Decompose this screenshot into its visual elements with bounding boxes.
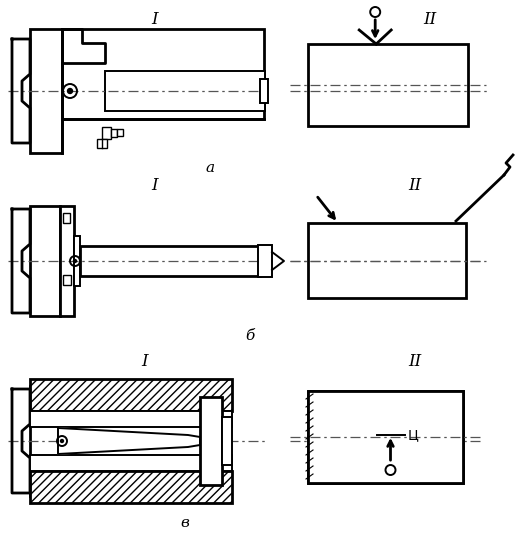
Text: в: в bbox=[180, 516, 189, 530]
Text: II: II bbox=[423, 10, 437, 28]
Text: I: I bbox=[152, 177, 158, 195]
Bar bbox=[30, 386, 58, 496]
Text: II: II bbox=[408, 353, 422, 370]
Circle shape bbox=[60, 440, 63, 442]
Bar bbox=[308, 391, 463, 483]
Bar bbox=[117, 129, 123, 136]
Bar bbox=[30, 455, 232, 471]
Bar bbox=[30, 379, 232, 411]
Bar bbox=[30, 411, 232, 427]
Text: I: I bbox=[141, 353, 148, 370]
Bar bbox=[62, 29, 264, 119]
Bar bbox=[74, 236, 80, 286]
Bar bbox=[30, 206, 60, 316]
Bar bbox=[200, 397, 222, 485]
Bar bbox=[30, 29, 62, 153]
Bar bbox=[308, 467, 463, 483]
Bar bbox=[102, 127, 111, 139]
Bar bbox=[258, 245, 272, 277]
Bar bbox=[30, 471, 232, 503]
Circle shape bbox=[68, 89, 72, 94]
Circle shape bbox=[73, 260, 76, 262]
Bar bbox=[63, 213, 70, 223]
Bar bbox=[63, 275, 71, 285]
Text: Ц: Ц bbox=[408, 428, 418, 442]
Bar bbox=[60, 206, 74, 316]
Bar bbox=[308, 44, 468, 126]
Bar bbox=[260, 79, 268, 103]
Bar bbox=[97, 139, 107, 148]
Polygon shape bbox=[58, 428, 200, 454]
Polygon shape bbox=[12, 209, 30, 313]
Bar bbox=[308, 223, 466, 298]
Bar bbox=[105, 71, 265, 111]
Polygon shape bbox=[12, 389, 30, 493]
Text: б: б bbox=[245, 329, 255, 343]
Text: I: I bbox=[152, 10, 158, 28]
Text: а: а bbox=[205, 161, 215, 175]
Bar bbox=[308, 407, 463, 467]
Bar bbox=[80, 246, 260, 276]
Polygon shape bbox=[12, 39, 30, 143]
Text: II: II bbox=[408, 177, 422, 195]
Bar bbox=[111, 129, 117, 137]
Bar bbox=[308, 391, 463, 407]
Bar bbox=[222, 417, 232, 465]
